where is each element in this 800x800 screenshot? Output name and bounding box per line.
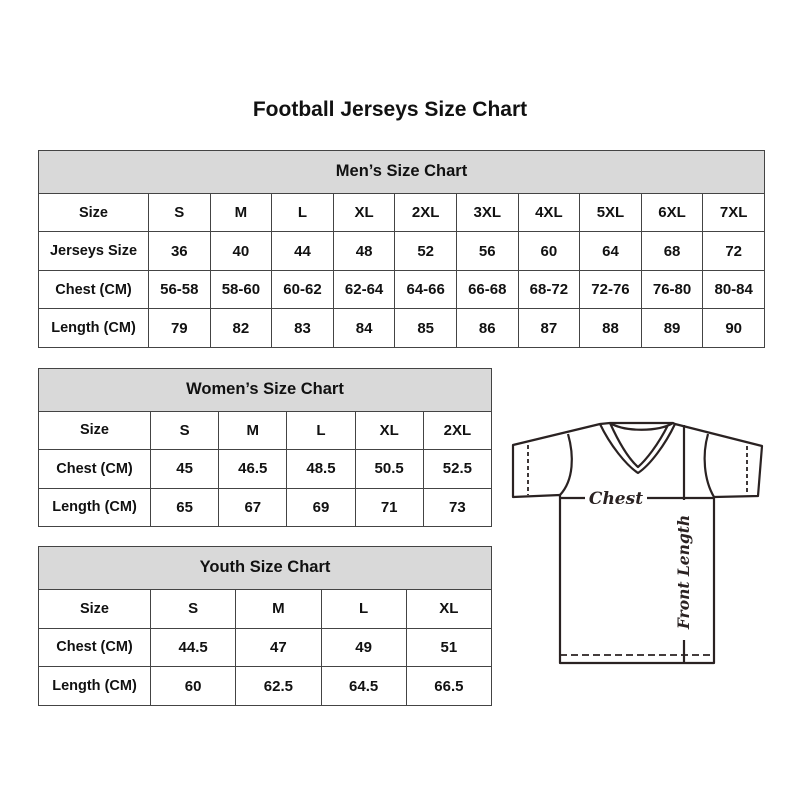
table-cell: L (271, 192, 334, 233)
table-cell: 64-66 (394, 269, 457, 310)
table-cell: 68-72 (517, 269, 581, 310)
table-cell: 2XL (422, 410, 493, 451)
table-cell: 90 (702, 308, 765, 348)
table-cell: 47 (235, 627, 322, 668)
table-cell: 58-60 (209, 269, 273, 310)
table-cell: XL (405, 588, 493, 629)
table-cell: 64 (579, 231, 642, 271)
table-cell: S (149, 410, 220, 451)
row-label: Jerseys Size (38, 231, 149, 271)
table-cell: 84 (332, 308, 396, 348)
table-cell: 67 (218, 487, 288, 528)
table-cell: 64.5 (320, 666, 407, 706)
table-cell: S (149, 588, 237, 629)
table-row: Length (CM) 65 67 69 71 73 (38, 487, 493, 528)
table-cell: 45 (149, 449, 220, 489)
table-cell: M (218, 410, 288, 451)
table-cell: 65 (149, 487, 220, 528)
table-cell: 88 (579, 308, 642, 348)
row-label: Chest (CM) (38, 449, 151, 489)
table-cell: 52.5 (422, 449, 493, 489)
row-label: Length (CM) (38, 308, 149, 348)
table-cell: 50.5 (354, 449, 424, 489)
table-row: Length (CM) 60 62.5 64.5 66.5 (38, 666, 493, 706)
table-cell: 60 (149, 666, 237, 706)
table-row: Chest (CM) 45 46.5 48.5 50.5 52.5 (38, 449, 493, 489)
table-row: Chest (CM) 56-58 58-60 60-62 62-64 64-66 66-68… (38, 269, 765, 310)
table-row: Size S M L XL 2XL 3XL 4XL 5XL 6XL 7XL (38, 192, 765, 233)
table-cell: 44.5 (149, 627, 237, 668)
chest-label: Chest (589, 489, 643, 509)
table-cell: 83 (271, 308, 334, 348)
table-cell: 87 (517, 308, 581, 348)
womens-size-table: Women’s Size Chart Size S M L XL 2XL Chest (CM)… (38, 368, 493, 528)
row-label: Length (CM) (38, 666, 151, 706)
table-cell: 62-64 (332, 269, 396, 310)
table-cell: XL (332, 192, 396, 233)
mens-table-heading: Men’s Size Chart (38, 150, 765, 194)
table-cell: 44 (271, 231, 334, 271)
table-cell: 4XL (517, 192, 581, 233)
table-cell: 89 (640, 308, 704, 348)
table-cell: 68 (640, 231, 704, 271)
youth-table-heading: Youth Size Chart (38, 546, 492, 590)
mens-size-table: Men’s Size Chart Size S M L XL 2XL 3XL 4XL 5XL 6XL… (38, 150, 765, 348)
table-cell: 71 (354, 487, 424, 528)
row-label: Size (38, 410, 151, 451)
table-cell: 79 (148, 308, 211, 348)
table-cell: 40 (209, 231, 273, 271)
table-cell: 6XL (640, 192, 704, 233)
table-cell: 85 (394, 308, 457, 348)
table-cell: 76-80 (640, 269, 704, 310)
table-cell: 51 (405, 627, 493, 668)
table-row: Length (CM) 79 82 83 84 85 86 87 88 89 90 (38, 308, 765, 348)
youth-size-table: Youth Size Chart Size S M L XL Chest (CM) 44.5 4… (38, 546, 493, 706)
table-cell: 56-58 (148, 269, 211, 310)
table-cell: 5XL (579, 192, 642, 233)
table-cell: 56 (455, 231, 519, 271)
table-cell: 2XL (394, 192, 457, 233)
table-cell: 72-76 (579, 269, 642, 310)
table-cell: 80-84 (702, 269, 765, 310)
row-label: Chest (CM) (38, 269, 149, 310)
table-cell: L (320, 588, 407, 629)
table-cell: 48.5 (286, 449, 356, 489)
table-cell: 82 (209, 308, 273, 348)
front-length-label: Front Length (674, 515, 693, 630)
page-title: Football Jerseys Size Chart (252, 98, 528, 121)
jersey-diagram: Chest Front Length (511, 421, 764, 665)
table-cell: 60-62 (271, 269, 334, 310)
table-cell: 49 (320, 627, 407, 668)
table-row: Size S M L XL 2XL (38, 410, 493, 451)
table-cell: M (209, 192, 273, 233)
table-cell: 48 (332, 231, 396, 271)
womens-table-heading: Women’s Size Chart (38, 368, 492, 412)
table-cell: 66-68 (455, 269, 519, 310)
table-row: Size S M L XL (38, 588, 493, 629)
table-cell: L (286, 410, 356, 451)
table-row: Jerseys Size 36 40 44 48 52 56 60 64 68 72 (38, 231, 765, 271)
table-cell: S (148, 192, 211, 233)
row-label: Size (38, 192, 149, 233)
row-label: Size (38, 588, 151, 629)
table-cell: 73 (422, 487, 493, 528)
table-cell: 46.5 (218, 449, 288, 489)
table-cell: 66.5 (405, 666, 493, 706)
table-cell: 62.5 (235, 666, 322, 706)
row-label: Chest (CM) (38, 627, 151, 668)
table-cell: XL (354, 410, 424, 451)
table-cell: 86 (455, 308, 519, 348)
table-row: Chest (CM) 44.5 47 49 51 (38, 627, 493, 668)
table-cell: 60 (517, 231, 581, 271)
table-cell: 7XL (702, 192, 765, 233)
table-cell: M (235, 588, 322, 629)
table-cell: 69 (286, 487, 356, 528)
table-cell: 72 (702, 231, 765, 271)
table-cell: 52 (394, 231, 457, 271)
row-label: Length (CM) (38, 487, 151, 528)
table-cell: 3XL (455, 192, 519, 233)
table-cell: 36 (148, 231, 211, 271)
